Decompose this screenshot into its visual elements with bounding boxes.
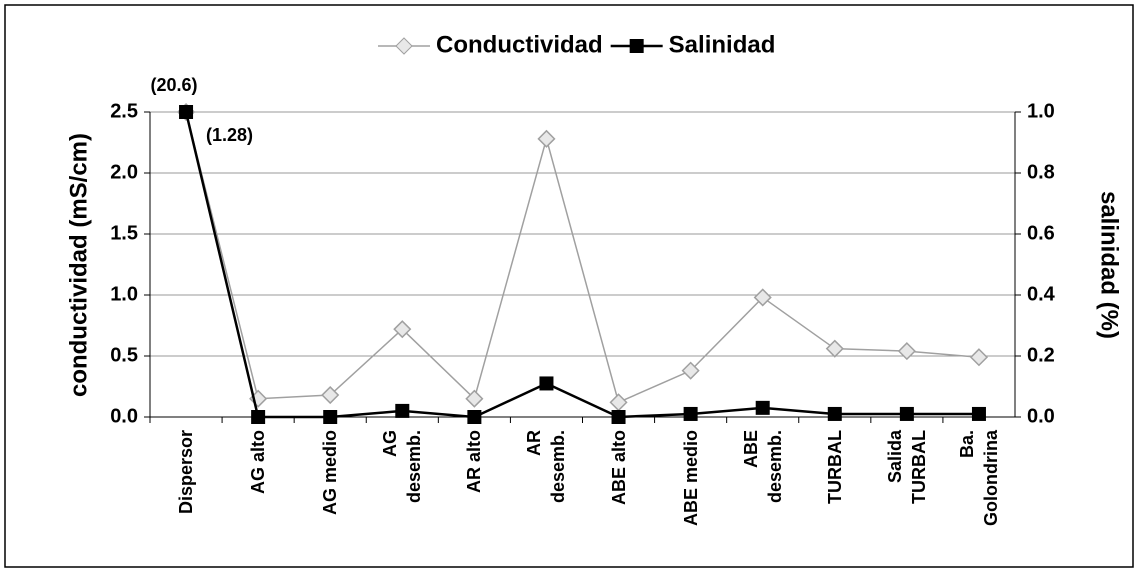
series-line: [184, 111, 979, 419]
marker: [825, 339, 844, 358]
x-tick-label: Dispersor: [176, 430, 197, 515]
y2-tick-label: 0.0: [1027, 405, 1055, 427]
marker: [395, 403, 410, 418]
y-tick-label: 2.5: [110, 100, 138, 122]
marker: [611, 410, 626, 424]
marker: [323, 410, 338, 424]
x-tick-label: TURBAL: [824, 430, 845, 504]
y-tick-label: 2.0: [110, 161, 138, 183]
marker: [969, 348, 989, 367]
marker: [251, 410, 266, 424]
y-axis-title: conductividad (mS/cm): [65, 133, 92, 397]
marker: [609, 393, 628, 412]
marker: [467, 410, 482, 424]
marker: [897, 342, 916, 361]
legend-marker: [629, 39, 644, 53]
marker: [537, 129, 556, 148]
marker: [971, 406, 986, 421]
y-tick-label: 1.5: [110, 222, 138, 244]
y2-tick-label: 0.8: [1027, 161, 1055, 183]
legend-label: Salinidad: [669, 31, 776, 58]
marker: [827, 406, 842, 421]
value-label: (20.6): [151, 75, 198, 95]
marker: [465, 389, 484, 408]
x-tick-label: ABE desemb.: [740, 430, 785, 504]
marker: [179, 105, 194, 119]
marker: [753, 288, 772, 307]
marker: [899, 406, 914, 421]
marker: [681, 361, 700, 380]
marker: [755, 400, 770, 415]
legend-label: Conductividad: [436, 31, 603, 58]
x-tick-label: ABE alto: [608, 430, 629, 506]
y2-tick-label: 0.2: [1027, 344, 1055, 366]
y2-axis-title: salinidad (%): [1096, 191, 1123, 339]
y-tick-label: 0.0: [110, 405, 138, 427]
x-tick-label: AG medio: [320, 430, 341, 516]
y-tick-label: 1.0: [110, 283, 138, 305]
x-tick-label: AR alto: [464, 430, 485, 493]
legend-marker: [395, 37, 413, 55]
x-tick-label: ABE medio: [680, 430, 701, 527]
y2-tick-label: 1.0: [1027, 100, 1055, 122]
y-tick-label: 0.5: [110, 344, 138, 366]
x-tick-label: Ba. Golondrina: [956, 430, 1001, 526]
x-tick-label: AR desemb.: [524, 430, 569, 504]
series-line: [185, 111, 980, 404]
x-tick-label: AG desemb.: [380, 430, 425, 504]
marker: [539, 376, 554, 391]
frame: [4, 4, 1134, 568]
x-tick-label: Salida TURBAL: [884, 430, 929, 504]
x-tick-label: AG alto: [248, 430, 269, 495]
value-label: (1.28): [206, 125, 253, 145]
marker: [393, 320, 412, 339]
marker: [683, 406, 698, 421]
y2-tick-label: 0.4: [1027, 283, 1056, 305]
y2-tick-label: 0.6: [1027, 222, 1055, 244]
marker: [321, 385, 340, 405]
